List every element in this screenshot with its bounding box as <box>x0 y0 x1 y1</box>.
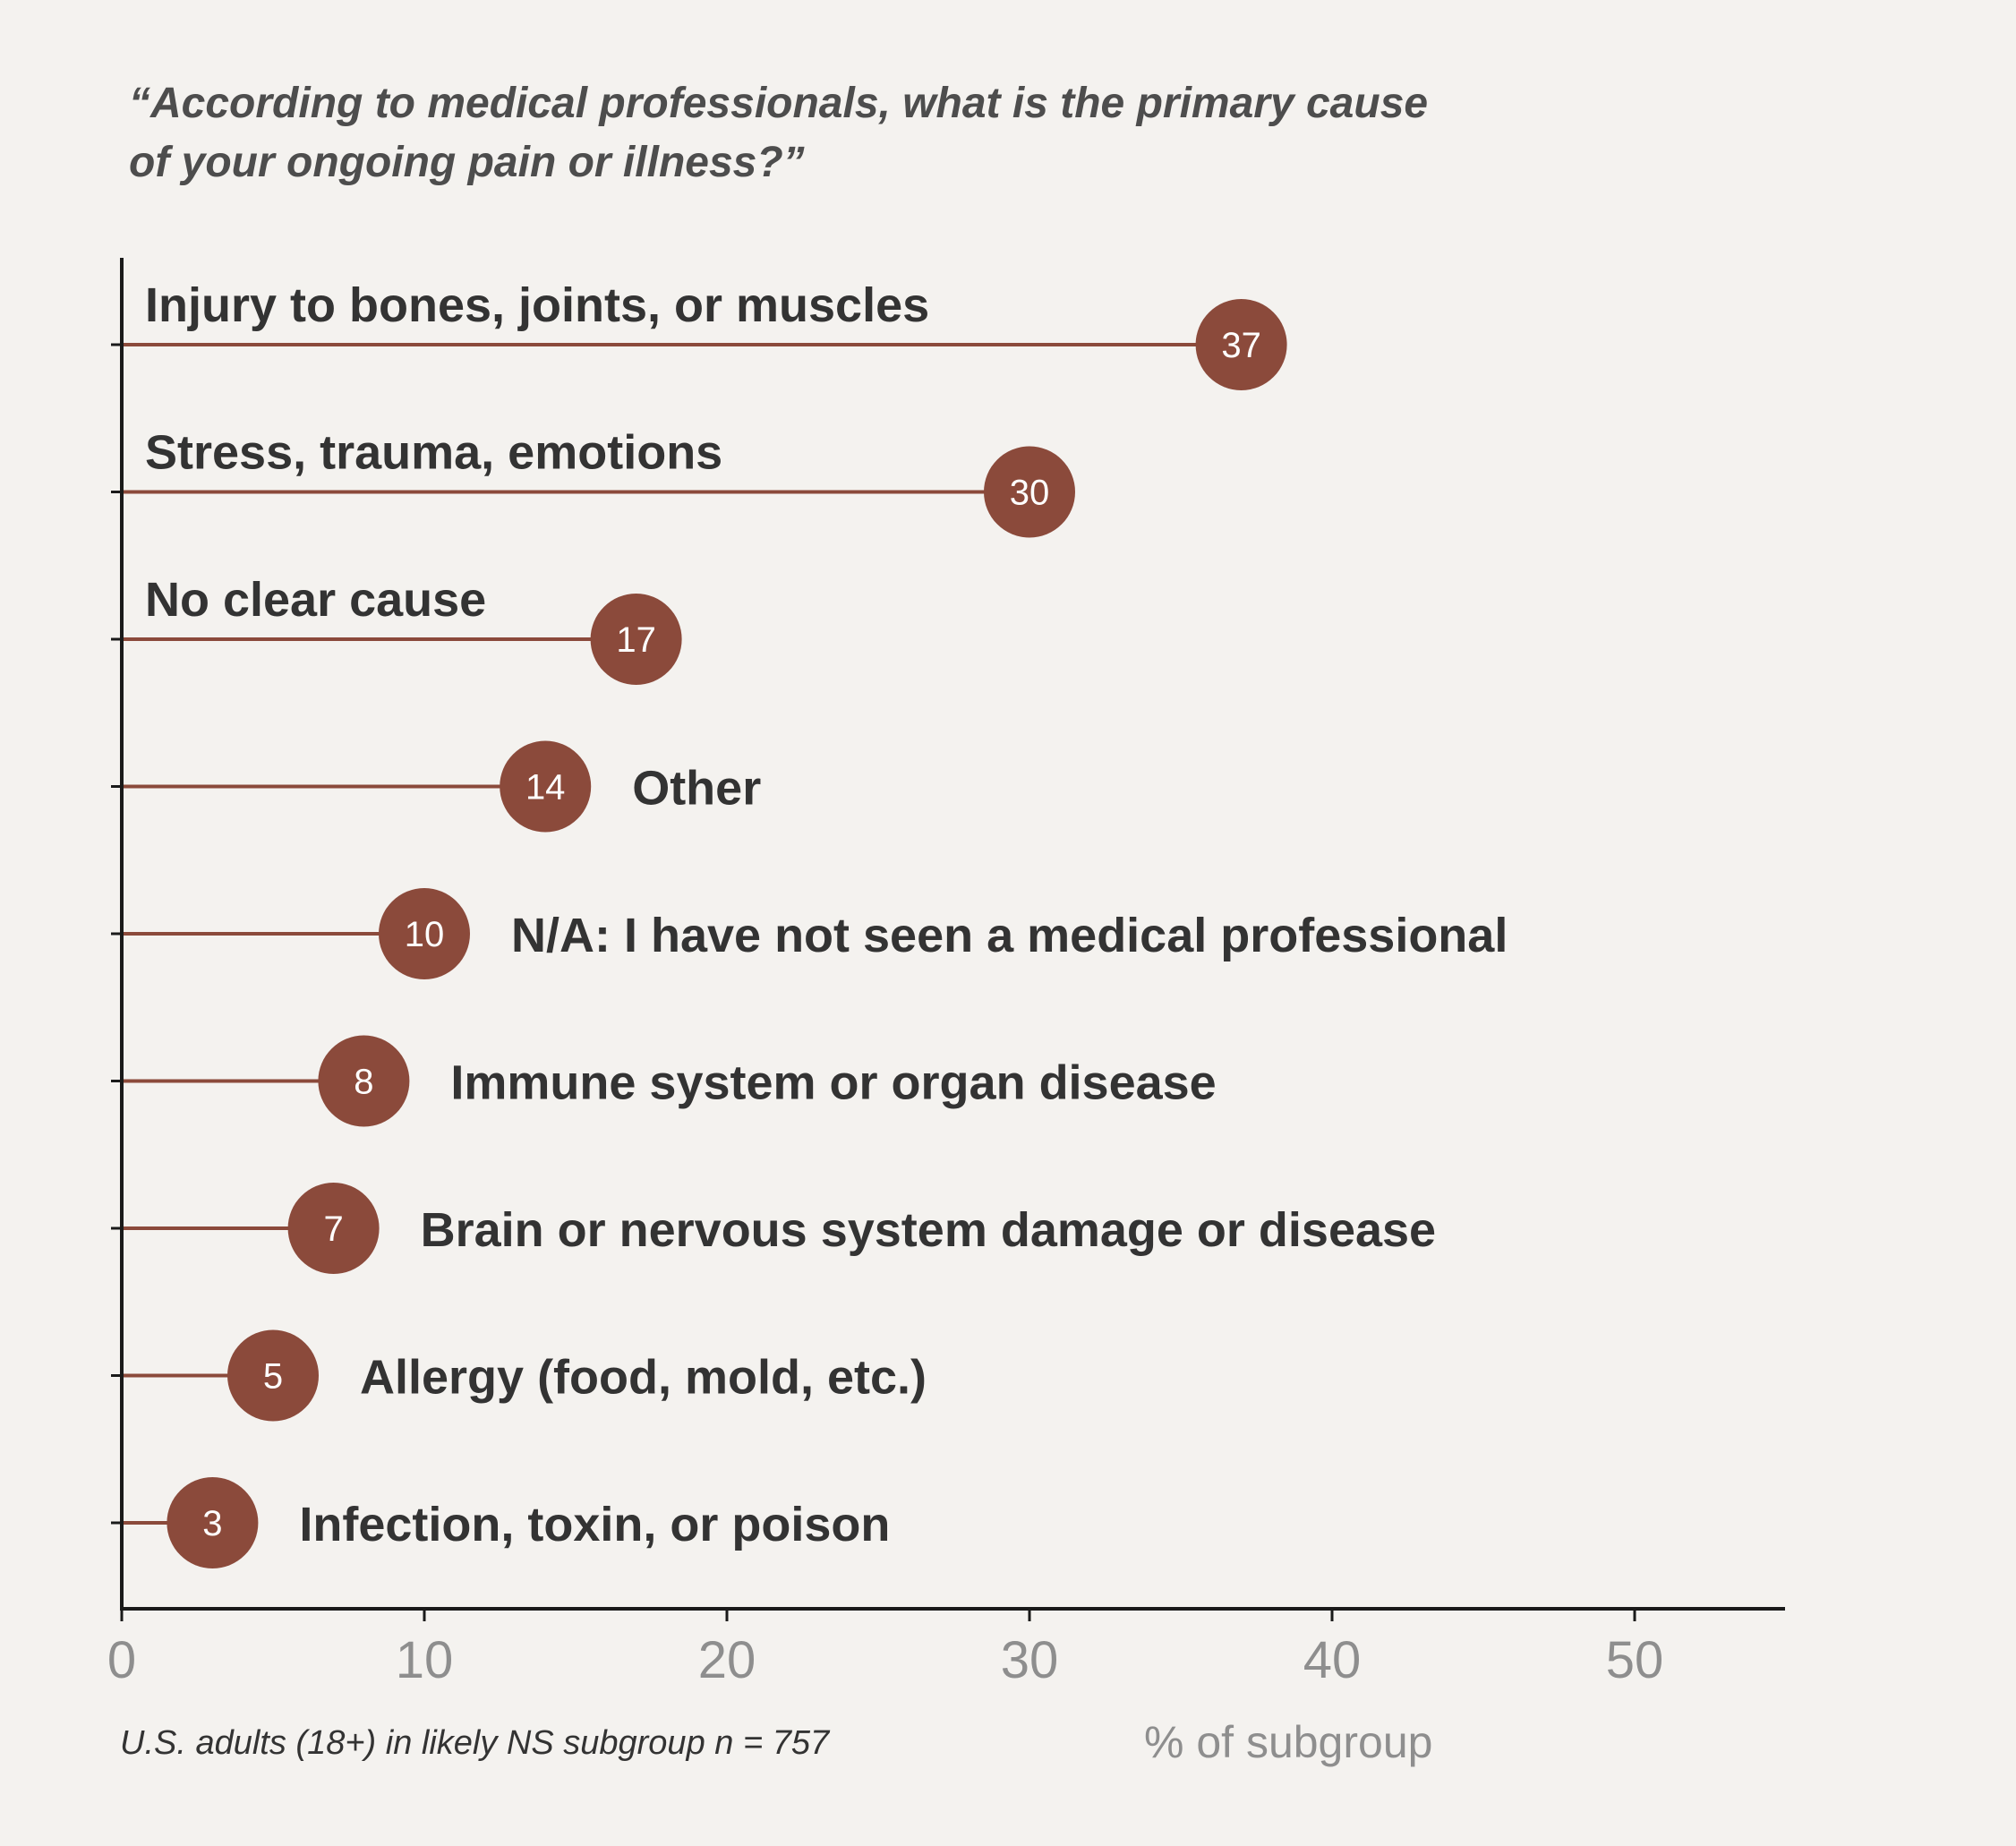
x-tick-label: 20 <box>698 1631 756 1689</box>
x-tick-label: 30 <box>1001 1631 1059 1689</box>
x-tick-label: 50 <box>1606 1631 1664 1689</box>
category-label: Brain or nervous system damage or diseas… <box>421 1203 1436 1257</box>
chart-title-line-1: “According to medical professionals, wha… <box>129 80 1428 127</box>
data-label: 5 <box>263 1357 283 1397</box>
category-label: N/A: I have not seen a medical professio… <box>511 909 1508 962</box>
category-label: Other <box>632 762 761 816</box>
category-label: Immune system or organ disease <box>450 1056 1216 1110</box>
category-label: Injury to bones, joints, or muscles <box>145 278 929 332</box>
data-label: 8 <box>354 1063 373 1102</box>
data-label: 14 <box>525 768 566 808</box>
data-label: 3 <box>202 1504 222 1543</box>
category-label: No clear cause <box>145 573 486 627</box>
lollipop-dot <box>984 446 1075 538</box>
x-axis-ticks: 0 10 20 30 40 50 <box>107 1609 1663 1689</box>
lollipop-dot <box>318 1035 410 1127</box>
lollipop-dot <box>500 740 592 833</box>
x-tick-label: 10 <box>396 1631 454 1689</box>
category-label: Infection, toxin, or poison <box>299 1498 890 1551</box>
lollipop-dot <box>227 1329 319 1422</box>
lollipop-dot <box>167 1477 259 1568</box>
data-label: 30 <box>1010 474 1050 513</box>
lollipop-dot <box>379 888 470 979</box>
category-label: Stress, trauma, emotions <box>145 426 722 480</box>
chart-title-line-2: of your ongoing pain or illness?” <box>129 139 805 186</box>
data-label: 37 <box>1221 326 1261 365</box>
lollipop-dot <box>1195 299 1287 390</box>
x-tick-label: 40 <box>1303 1631 1362 1689</box>
data-label: 17 <box>616 620 656 660</box>
x-axis-label: % of subgroup <box>1144 1717 1432 1767</box>
x-tick-label: 0 <box>107 1631 136 1689</box>
sample-note: U.S. adults (18+) in likely NS subgroup … <box>120 1724 831 1762</box>
lollipop-dot <box>590 594 682 685</box>
data-label: 10 <box>405 915 445 954</box>
data-label: 7 <box>323 1209 343 1249</box>
category-label: Allergy (food, mold, etc.) <box>360 1351 927 1405</box>
lollipop-dot <box>287 1183 380 1274</box>
